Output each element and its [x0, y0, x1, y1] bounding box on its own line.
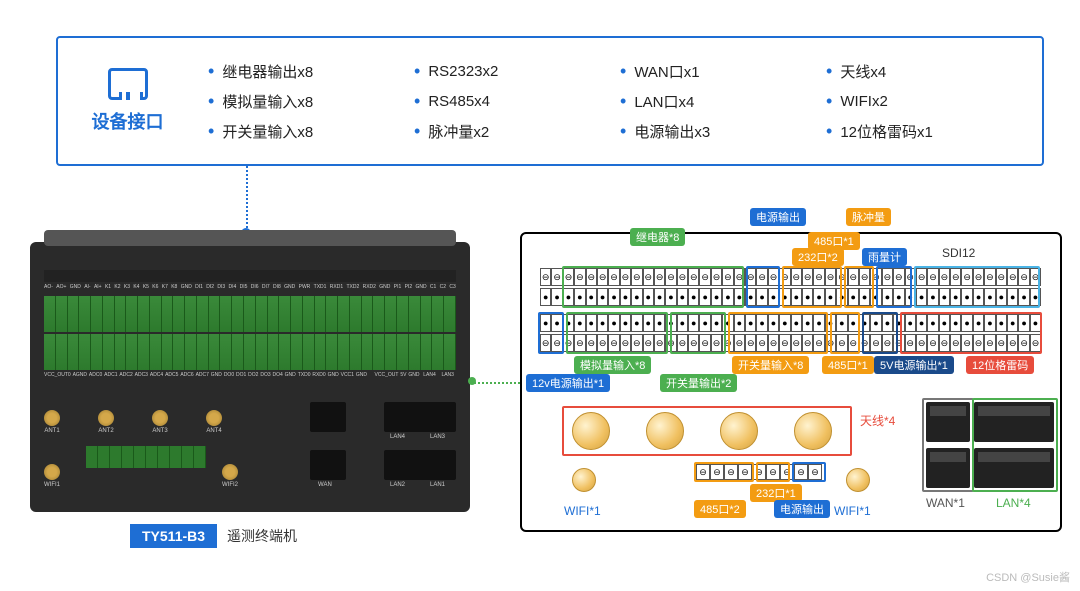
panel-header: 设备接口	[58, 38, 198, 164]
rj45-port	[310, 402, 346, 432]
interface-panel: 设备接口 继电器输出x8 RS2323x2 WAN口x1 天线x4 模拟量输入x…	[56, 36, 1044, 166]
spec-item: 脉冲量x2	[414, 116, 620, 146]
wifi-circle-icon	[846, 468, 870, 492]
pinout-diagram: 继电器*8 485口*1 232口*2 雨量计 SDI12 ⊖⊖⊖⊖⊖⊖⊖⊖⊖⊖…	[520, 232, 1062, 532]
product-desc: 遥测终端机	[227, 526, 297, 546]
spec-grid: 继电器输出x8 RS2323x2 WAN口x1 天线x4 模拟量输入x8 RS4…	[198, 38, 1042, 164]
group-do	[670, 312, 726, 354]
screw-strip	[44, 270, 456, 282]
spec-item: WAN口x1	[620, 56, 826, 86]
group-analog	[566, 312, 668, 354]
tag-12v: 12v电源输出*1	[526, 374, 610, 392]
spec-item: 模拟量输入x8	[208, 86, 414, 116]
tag-do2: 开关量输出*2	[660, 374, 737, 392]
antenna-connector: ANT1	[44, 410, 60, 434]
group-relay	[562, 266, 744, 308]
terminal-labels-top: AO-AO+GNDAI-AI+K1K2K3K4K5K6K7K8GNDDI1DI2…	[44, 284, 456, 294]
tag-232-2: 232口*2	[792, 248, 844, 266]
h-connector-dot	[468, 377, 476, 385]
spec-item: 开关量输入x8	[208, 116, 414, 146]
group-485-bot	[694, 462, 754, 482]
antenna-connector: ANT4	[206, 410, 222, 434]
antenna-connector: ANT3	[152, 410, 168, 434]
group-485top	[844, 266, 874, 308]
group-lan	[972, 398, 1058, 492]
port-label: LAN1	[430, 482, 445, 488]
terminal-block-top	[44, 296, 456, 332]
label-ant4: 天线*4	[860, 412, 895, 429]
panel-title: 设备接口	[92, 108, 164, 134]
group-12v	[538, 312, 564, 354]
label-sdi12: SDI12	[942, 246, 975, 260]
tag-relay: 继电器*8	[630, 228, 685, 246]
port-label: WAN	[318, 482, 332, 488]
spec-item: 电源输出x3	[620, 116, 826, 146]
label-wifi1b: WIFI*1	[834, 504, 871, 518]
label-lan4: LAN*4	[996, 496, 1031, 510]
connector-line	[246, 166, 248, 232]
group-wan	[922, 398, 974, 492]
ethernet-icon	[108, 68, 148, 100]
tag-power-out: 电源输出	[750, 208, 806, 226]
tag-485-2: 485口*2	[694, 500, 746, 518]
group-485b	[830, 312, 860, 354]
label-wan: WAN*1	[926, 496, 965, 510]
product-label: TY511-B3 遥测终端机	[130, 524, 297, 548]
antenna-row: ANT1 ANT2 ANT3 ANT4	[44, 410, 222, 434]
group-rain	[876, 266, 912, 308]
wifi-antenna: WIFI1	[44, 464, 60, 488]
h-connector	[470, 382, 520, 384]
spec-item: RS485x4	[414, 86, 620, 116]
tag-di8: 开关量输入*8	[732, 356, 809, 374]
rj45-port	[384, 450, 456, 480]
spec-item: 天线x4	[826, 56, 1032, 86]
group-232	[782, 266, 842, 308]
watermark: CSDN @Susie酱	[986, 569, 1070, 585]
group-5v	[862, 312, 898, 354]
group-power	[746, 266, 780, 308]
rj45-port	[384, 402, 456, 432]
port-label: LAN3	[430, 434, 445, 440]
tag-power2: 电源输出	[774, 500, 830, 518]
group-antennas	[562, 406, 852, 456]
tag-5v: 5V电源输出*1	[874, 356, 954, 374]
spec-item: LAN口x4	[620, 86, 826, 116]
group-232-bot	[756, 462, 790, 482]
spec-item: RS2323x2	[414, 56, 620, 86]
rj45-port	[310, 450, 346, 480]
antenna-connector: ANT2	[98, 410, 114, 434]
spec-item: WIFIx2	[826, 86, 1032, 116]
spec-item: 继电器输出x8	[208, 56, 414, 86]
terminal-block-bottom	[44, 334, 456, 370]
port-label: LAN2	[390, 482, 405, 488]
tag-485-1b: 485口*1	[822, 356, 874, 374]
tag-rain: 雨量计	[862, 248, 907, 266]
terminal-labels-bottom: VCC_OUT0AGNDADC0ADC1ADC2ADC3ADC4ADC5ADC6…	[44, 372, 456, 382]
wifi-antenna: WIFI2	[222, 464, 238, 488]
port-label: LAN4	[390, 434, 405, 440]
tag-analog: 模拟量输入*8	[574, 356, 651, 374]
group-gray	[900, 312, 1042, 354]
group-sdi	[914, 266, 1040, 308]
group-di	[728, 312, 828, 354]
device-photo: AO-AO+GNDAI-AI+K1K2K3K4K5K6K7K8GNDDI1DI2…	[30, 242, 470, 512]
small-terminal	[86, 446, 206, 468]
tag-gray: 12位格雷码	[966, 356, 1034, 374]
spec-item: 12位格雷码x1	[826, 116, 1032, 146]
group-pwr-bot	[792, 462, 826, 482]
product-badge: TY511-B3	[130, 524, 217, 548]
label-wifi1: WIFI*1	[564, 504, 601, 518]
tag-pulse: 脉冲量	[846, 208, 891, 226]
wifi-circle-icon	[572, 468, 596, 492]
